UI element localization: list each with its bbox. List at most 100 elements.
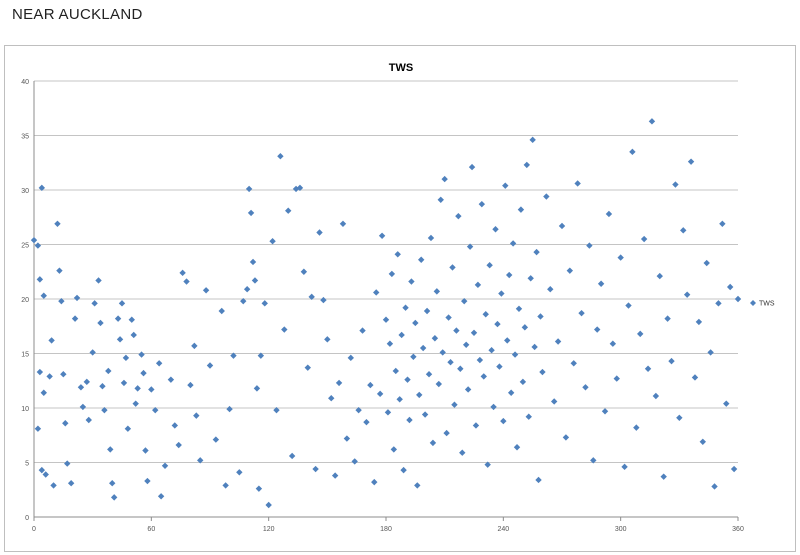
- data-point: [427, 234, 435, 242]
- data-point: [527, 275, 534, 282]
- data-point: [386, 340, 394, 347]
- data-point: [470, 329, 478, 336]
- data-point: [683, 291, 691, 298]
- data-point: [480, 373, 487, 380]
- data-point: [191, 342, 198, 350]
- data-point: [285, 207, 292, 214]
- data-point: [517, 206, 525, 213]
- data-point: [554, 338, 562, 345]
- data-point: [687, 158, 695, 165]
- data-point: [574, 180, 581, 187]
- data-point: [187, 381, 194, 389]
- y-tick-label: 40: [21, 79, 29, 86]
- data-point: [394, 251, 401, 258]
- y-tick-label: 15: [21, 352, 29, 359]
- data-points: [30, 118, 742, 509]
- data-point: [726, 283, 734, 291]
- data-point: [637, 330, 644, 338]
- data-point: [60, 371, 67, 378]
- data-point: [648, 118, 656, 125]
- data-point: [535, 476, 542, 484]
- data-point: [734, 295, 742, 303]
- data-point: [218, 307, 225, 315]
- data-point: [525, 413, 532, 420]
- y-tick-label: 30: [21, 188, 29, 195]
- data-point: [625, 302, 632, 309]
- data-point: [83, 378, 90, 386]
- x-tick-label: 120: [263, 526, 275, 533]
- data-point: [109, 480, 116, 487]
- axes: [33, 81, 739, 521]
- data-point: [699, 438, 706, 445]
- data-point: [77, 384, 85, 391]
- data-point: [288, 452, 296, 460]
- data-point: [71, 315, 79, 322]
- data-point: [723, 400, 730, 407]
- data-point: [134, 385, 141, 392]
- data-point: [500, 417, 507, 425]
- data-point: [484, 461, 491, 468]
- data-point: [492, 226, 499, 233]
- data-point: [300, 268, 308, 275]
- data-point: [459, 449, 466, 456]
- data-point: [382, 316, 390, 323]
- data-point: [157, 493, 165, 500]
- data-point: [161, 462, 169, 469]
- data-point: [324, 336, 331, 343]
- x-tick-labels: 0 60 120 180 240 300 360: [32, 526, 744, 533]
- data-point: [91, 300, 98, 307]
- y-tick-label: 25: [21, 243, 29, 250]
- data-point: [171, 422, 178, 429]
- data-point: [243, 285, 251, 293]
- x-tick-label: 0: [32, 526, 36, 533]
- data-point: [498, 290, 505, 297]
- data-point: [398, 331, 405, 339]
- data-point: [140, 369, 147, 377]
- data-point: [404, 376, 411, 383]
- data-point: [676, 414, 683, 422]
- data-point: [320, 296, 327, 304]
- data-point: [371, 478, 378, 486]
- data-point: [504, 337, 511, 344]
- data-point: [142, 447, 149, 454]
- data-point: [30, 236, 38, 244]
- data-point: [629, 148, 636, 156]
- data-point: [414, 482, 421, 489]
- data-point: [490, 403, 497, 411]
- data-point: [695, 318, 703, 326]
- data-point: [116, 336, 124, 343]
- data-point: [328, 394, 335, 402]
- data-point: [457, 365, 464, 372]
- data-point: [691, 374, 699, 381]
- data-point: [105, 367, 112, 375]
- data-point: [335, 379, 343, 387]
- data-point: [707, 349, 714, 356]
- data-point: [273, 406, 280, 414]
- data-point: [680, 227, 687, 234]
- data-point: [506, 271, 513, 279]
- data-point: [668, 357, 675, 365]
- data-point: [230, 352, 237, 359]
- data-point: [281, 326, 288, 333]
- data-point: [155, 360, 163, 367]
- data-point: [304, 364, 311, 371]
- data-point: [433, 288, 441, 295]
- data-point: [547, 285, 554, 293]
- data-point: [167, 376, 175, 383]
- data-point: [312, 465, 319, 473]
- data-point: [437, 196, 444, 204]
- data-point: [110, 494, 118, 501]
- data-point: [582, 384, 589, 391]
- data-point: [363, 418, 370, 426]
- data-point: [472, 422, 480, 429]
- data-point: [54, 220, 61, 227]
- data-point: [384, 409, 392, 416]
- data-point: [58, 297, 65, 305]
- data-point: [144, 477, 151, 485]
- data-point: [236, 469, 243, 476]
- data-point: [347, 354, 354, 362]
- data-point: [478, 200, 486, 208]
- data-point: [351, 458, 358, 465]
- data-point: [85, 416, 92, 424]
- data-point: [107, 446, 114, 453]
